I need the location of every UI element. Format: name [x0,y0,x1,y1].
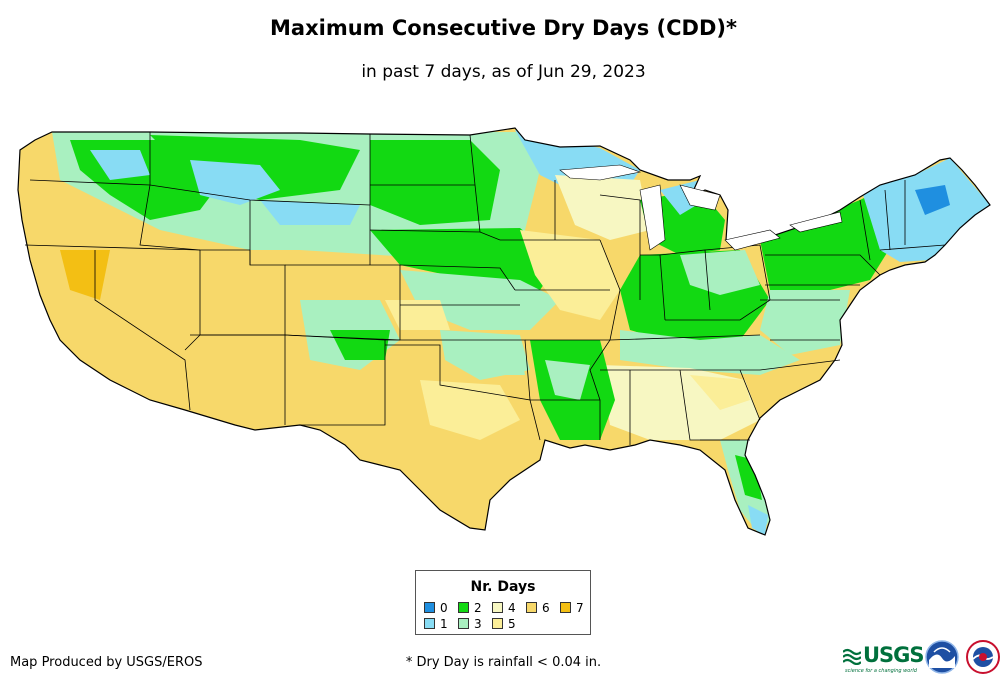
us-cdd-map [17,127,991,536]
legend-title: Nr. Days [470,579,536,595]
agency-logos: USGS science for a changing world [843,640,1003,674]
legend-swatch-0 [424,602,435,613]
legend-label-7: 7 [576,601,584,615]
dry-day-note: * Dry Day is rainfall < 0.04 in. [405,655,602,670]
legend-label-5: 5 [508,617,516,631]
legend-label-6: 6 [542,601,550,615]
credit-text: Map Produced by USGS/EROS [10,655,203,670]
usgs-wave-icon [843,648,861,665]
legend-swatch-1 [424,618,435,629]
legend-label-1: 1 [440,617,448,631]
legend-swatch-3 [458,618,469,629]
legend-swatch-4 [492,602,503,613]
legend-swatch-2 [458,602,469,613]
nws-logo-icon [966,640,1000,674]
legend-label-3: 3 [474,617,482,631]
legend-label-0: 0 [440,601,448,615]
legend-label-4: 4 [508,601,516,615]
noaa-logo-icon [925,640,959,674]
usgs-wordmark: USGS [863,643,925,667]
legend: Nr. Days 0 1 2 3 4 5 6 [415,570,591,635]
map-title: Maximum Consecutive Dry Days (CDD)* [270,16,737,40]
legend-label-2: 2 [474,601,482,615]
legend-swatch-5 [492,618,503,629]
map-subtitle: in past 7 days, as of Jun 29, 2023 [361,62,646,82]
usgs-logo: USGS science for a changing world [843,643,925,674]
great-lakes [559,164,843,251]
legend-swatch-7 [560,602,571,613]
usgs-tagline: science for a changing world [845,668,917,674]
state-borders [24,132,946,445]
legend-swatch-6 [526,602,537,613]
